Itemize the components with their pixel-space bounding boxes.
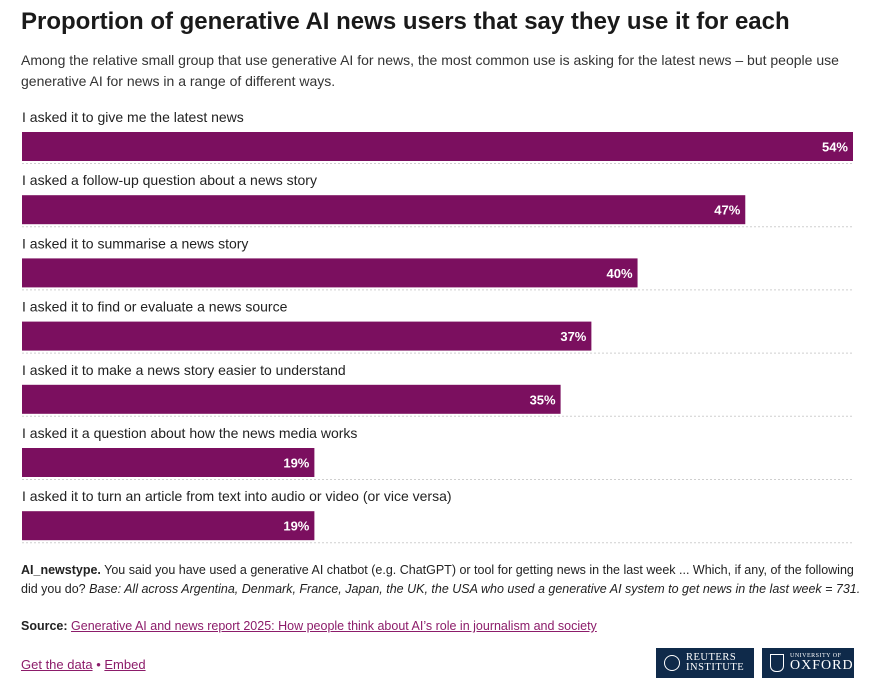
chart-title: Proportion of generative AI news users t…	[21, 8, 790, 35]
source-label: Source:	[21, 619, 68, 633]
category-label: I asked it to give me the latest news	[22, 109, 244, 125]
source-link[interactable]: Generative AI and news report 2025: How …	[71, 619, 597, 633]
value-label: 35%	[530, 392, 556, 407]
bar[interactable]	[22, 132, 853, 161]
reuters-line1: REUTERS	[686, 651, 737, 663]
bar[interactable]	[22, 321, 592, 351]
value-label: 54%	[822, 140, 848, 155]
question-text: You said you have used a generative AI c…	[21, 563, 854, 596]
link-separator: •	[96, 657, 101, 672]
value-label: 19%	[283, 456, 309, 471]
base-text: Base: All across Argentina, Denmark, Fra…	[89, 581, 861, 596]
chart-subtitle: Among the relative small group that use …	[21, 52, 839, 89]
footnote: AI_newstype. You said you have used a ge…	[21, 561, 866, 598]
category-label: I asked a follow-up question about a new…	[22, 172, 317, 188]
question-code: AI_newstype.	[21, 563, 101, 577]
bar[interactable]	[22, 448, 315, 477]
category-label: I asked it to summarise a news story	[22, 235, 248, 251]
get-data-link[interactable]: Get the data	[21, 657, 93, 672]
category-label: I asked it to make a news story easier t…	[22, 362, 346, 378]
bar[interactable]	[22, 258, 638, 288]
oxford-logo[interactable]: UNIVERSITY OF OXFORD	[762, 648, 854, 678]
category-label: I asked it to turn an article from text …	[22, 488, 452, 504]
value-label: 37%	[560, 329, 586, 344]
bar[interactable]	[22, 384, 561, 414]
bar[interactable]	[22, 511, 315, 541]
reuters-line2: INSTITUTE	[686, 662, 745, 673]
category-label: I asked it to find or evaluate a news so…	[22, 299, 288, 315]
oxford-big-text: OXFORD	[790, 658, 854, 673]
globe-icon	[664, 655, 680, 671]
value-label: 19%	[283, 519, 309, 534]
bar[interactable]	[22, 195, 746, 225]
crest-icon	[770, 654, 784, 672]
reuters-institute-logo[interactable]: REUTERS INSTITUTE	[656, 648, 754, 678]
value-label: 47%	[714, 203, 740, 218]
logos: REUTERS INSTITUTE UNIVERSITY OF OXFORD	[656, 648, 854, 678]
source-line: Source: Generative AI and news report 20…	[21, 619, 597, 633]
footer-links: Get the data • Embed	[21, 657, 146, 672]
embed-link[interactable]: Embed	[104, 657, 146, 672]
value-label: 40%	[607, 266, 633, 281]
bar-chart: I asked it to give me the latest news 54%…	[22, 109, 853, 544]
category-label: I asked it a question about how the news…	[22, 425, 357, 441]
oxford-small-text: UNIVERSITY OF	[790, 653, 842, 659]
